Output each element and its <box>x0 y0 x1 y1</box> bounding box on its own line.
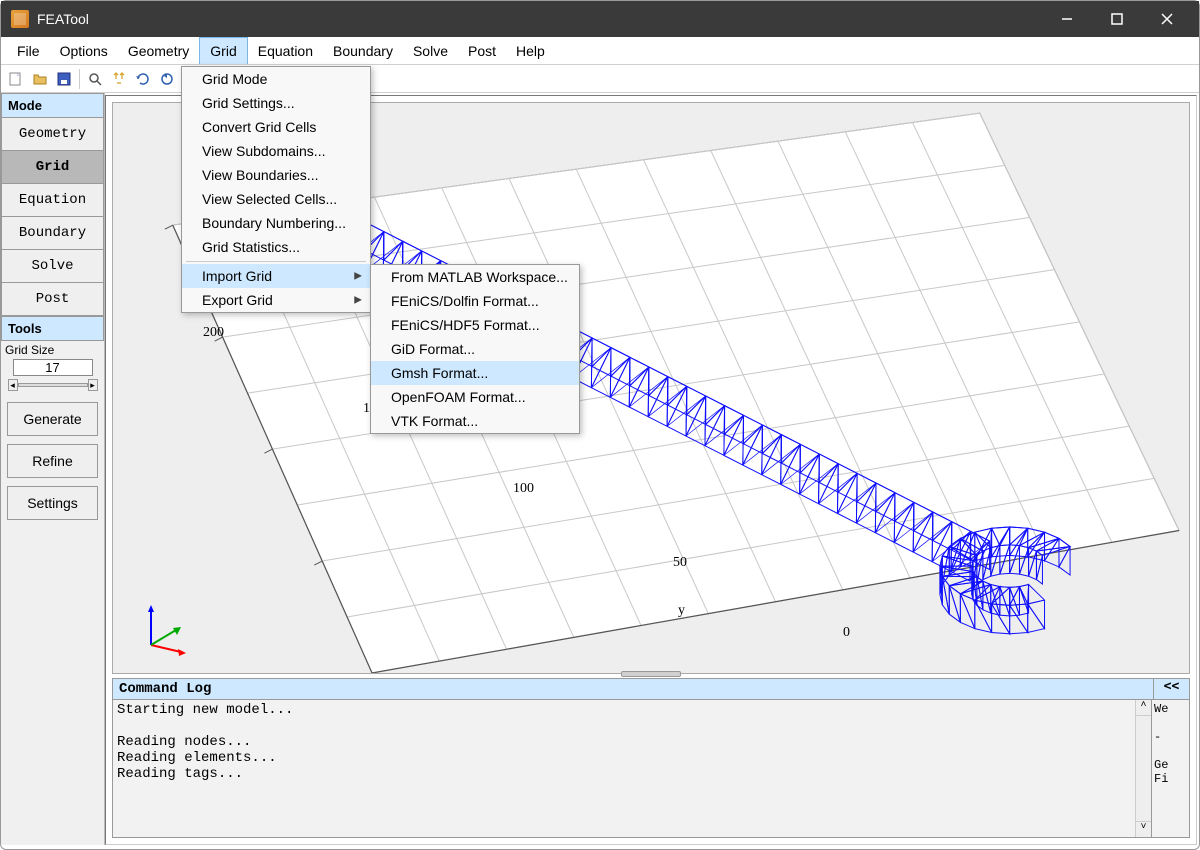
axis-tick-50: 50 <box>673 555 687 571</box>
refine-button[interactable]: Refine <box>7 444 98 478</box>
menu-grid[interactable]: Grid <box>199 37 247 64</box>
boundary-numbering-item[interactable]: Boundary Numbering... <box>182 211 370 235</box>
window-title: FEATool <box>37 11 1053 27</box>
rotate-icon[interactable] <box>132 68 154 90</box>
pan-icon[interactable] <box>108 68 130 90</box>
titlebar: FEATool <box>1 1 1199 37</box>
submenu-arrow-icon: ▶ <box>354 295 362 306</box>
sidebar: Mode Geometry Grid Equation Boundary Sol… <box>1 93 105 845</box>
view-selected-cells-item[interactable]: View Selected Cells... <box>182 187 370 211</box>
menubar: File Options Geometry Grid Equation Boun… <box>1 37 1199 65</box>
minimize-button[interactable] <box>1053 5 1081 33</box>
log-scrollbar[interactable]: ˄˅ <box>1135 700 1151 837</box>
close-button[interactable] <box>1153 5 1181 33</box>
menu-equation[interactable]: Equation <box>248 37 323 64</box>
import-vtk-item[interactable]: VTK Format... <box>371 409 579 433</box>
import-grid-submenu: From MATLAB Workspace... FEniCS/Dolfin F… <box>370 264 580 434</box>
grid-dropdown: Grid Mode Grid Settings... Convert Grid … <box>181 66 371 313</box>
command-log-right: We - Ge Fi <box>1151 700 1189 837</box>
import-openfoam-item[interactable]: OpenFOAM Format... <box>371 385 579 409</box>
dropdown-separator <box>186 261 366 262</box>
maximize-button[interactable] <box>1103 5 1131 33</box>
settings-button[interactable]: Settings <box>7 486 98 520</box>
import-gid-item[interactable]: GiD Format... <box>371 337 579 361</box>
import-grid-item[interactable]: Import Grid▶ <box>182 264 370 288</box>
reset-icon[interactable] <box>156 68 178 90</box>
slider-left-arrow[interactable]: ◂ <box>8 379 18 391</box>
menu-boundary[interactable]: Boundary <box>323 37 403 64</box>
slider-right-arrow[interactable]: ▸ <box>88 379 98 391</box>
generate-button[interactable]: Generate <box>7 402 98 436</box>
grid-size-slider[interactable]: ◂ ▸ <box>8 378 98 392</box>
convert-grid-cells-item[interactable]: Convert Grid Cells <box>182 115 370 139</box>
grid-size-input[interactable] <box>13 359 93 376</box>
menu-help[interactable]: Help <box>506 37 555 64</box>
menu-solve[interactable]: Solve <box>403 37 458 64</box>
tools-header: Tools <box>1 316 104 341</box>
new-icon[interactable] <box>5 68 27 90</box>
grid-mode-item[interactable]: Grid Mode <box>182 67 370 91</box>
save-icon[interactable] <box>53 68 75 90</box>
export-grid-item[interactable]: Export Grid▶ <box>182 288 370 312</box>
grid-statistics-item[interactable]: Grid Statistics... <box>182 235 370 259</box>
axis-tick-200: 200 <box>203 325 224 341</box>
axis-gizmo <box>131 600 191 663</box>
mode-header: Mode <box>1 93 104 118</box>
axis-tick-100: 100 <box>513 481 534 497</box>
app-icon <box>11 10 29 28</box>
axis-tick-0: 0 <box>843 625 850 641</box>
import-fenics-hdf5-item[interactable]: FEniCS/HDF5 Format... <box>371 313 579 337</box>
menu-options[interactable]: Options <box>50 37 118 64</box>
command-log: Command Log << Starting new model... Rea… <box>112 678 1190 838</box>
grid-settings-item[interactable]: Grid Settings... <box>182 91 370 115</box>
submenu-arrow-icon: ▶ <box>354 271 362 282</box>
y-axis-label: y <box>678 603 685 619</box>
view-boundaries-item[interactable]: View Boundaries... <box>182 163 370 187</box>
import-matlab-item[interactable]: From MATLAB Workspace... <box>371 265 579 289</box>
command-log-title: Command Log <box>113 679 1153 699</box>
mode-solve[interactable]: Solve <box>1 250 104 283</box>
zoom-icon[interactable] <box>84 68 106 90</box>
command-log-text: Starting new model... Reading nodes... R… <box>113 700 1151 837</box>
mode-post[interactable]: Post <box>1 283 104 316</box>
mode-grid[interactable]: Grid <box>1 151 104 184</box>
mode-equation[interactable]: Equation <box>1 184 104 217</box>
open-icon[interactable] <box>29 68 51 90</box>
view-subdomains-item[interactable]: View Subdomains... <box>182 139 370 163</box>
import-gmsh-item[interactable]: Gmsh Format... <box>371 361 579 385</box>
grid-size-label: Grid Size <box>1 341 104 359</box>
command-log-collapse[interactable]: << <box>1153 679 1189 699</box>
splitter-handle[interactable] <box>621 671 681 677</box>
menu-geometry[interactable]: Geometry <box>118 37 199 64</box>
menu-file[interactable]: File <box>7 37 50 64</box>
mode-boundary[interactable]: Boundary <box>1 217 104 250</box>
mode-geometry[interactable]: Geometry <box>1 118 104 151</box>
import-fenics-dolfin-item[interactable]: FEniCS/Dolfin Format... <box>371 289 579 313</box>
menu-post[interactable]: Post <box>458 37 506 64</box>
